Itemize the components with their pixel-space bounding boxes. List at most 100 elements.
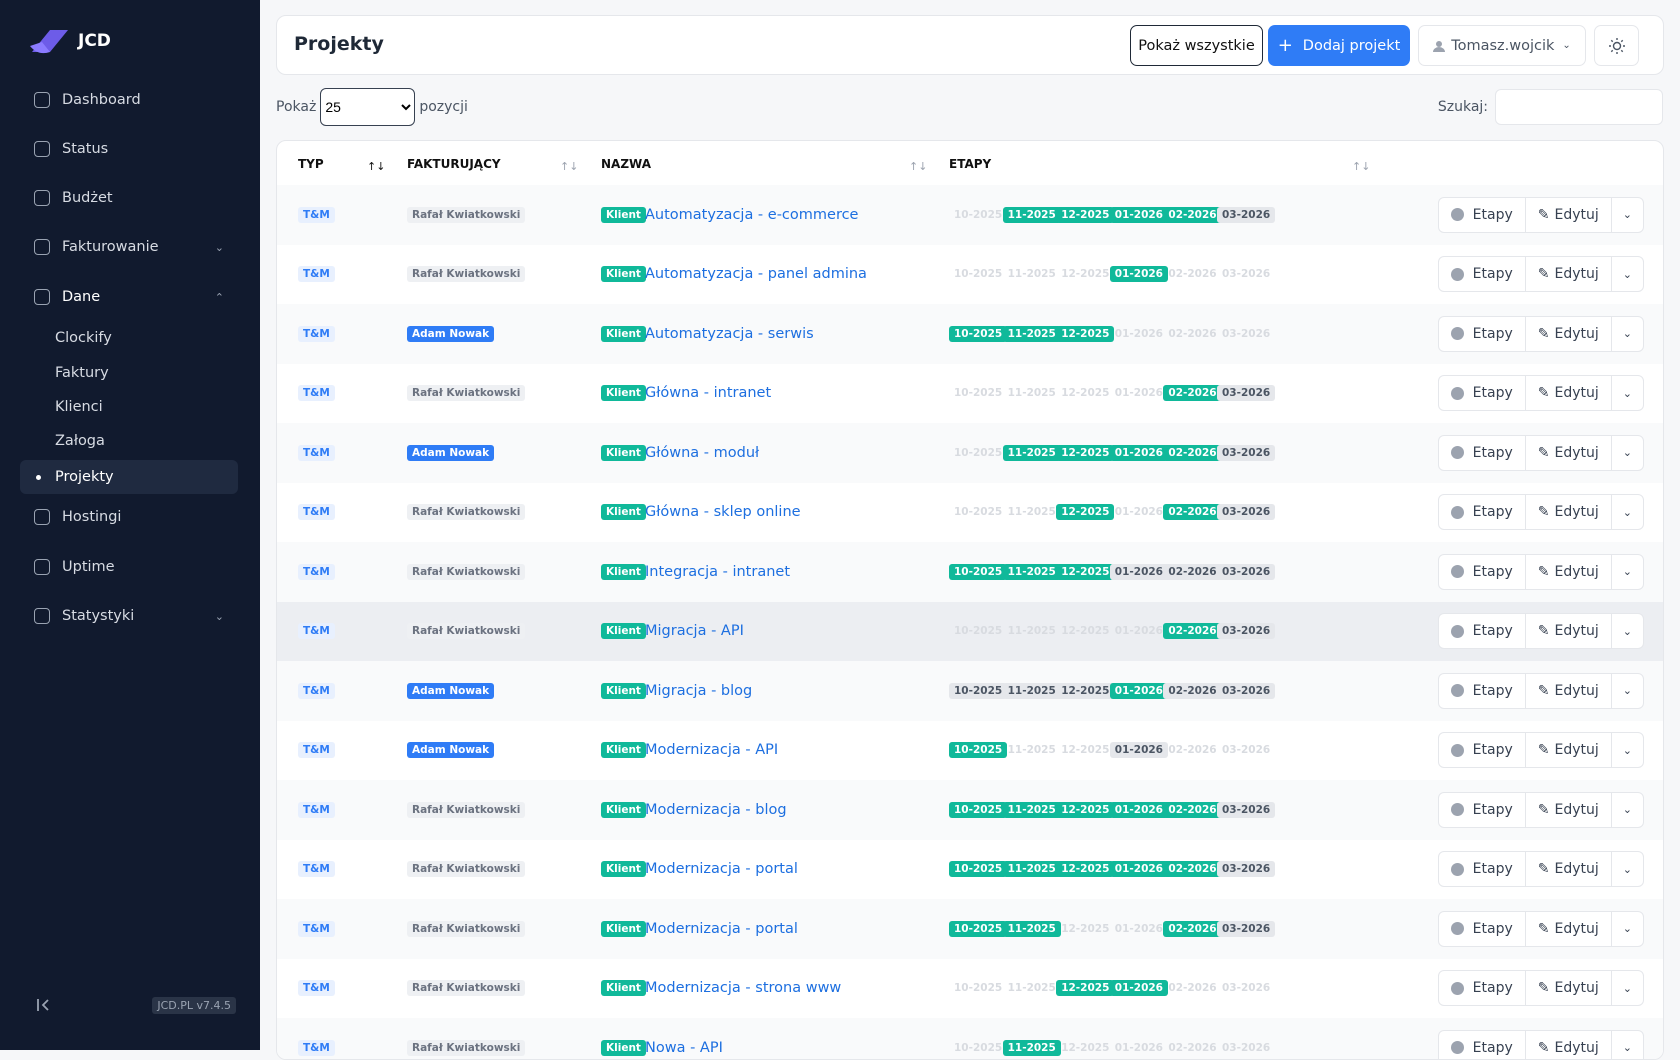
project-name[interactable]: Migracja - API (645, 623, 744, 640)
more-button[interactable]: ⌄ (1622, 922, 1632, 936)
edit-button[interactable]: ✎ Edytuj (1526, 435, 1612, 470)
collapse-icon[interactable] (36, 998, 50, 1012)
stage-badge: 11-2025 (1007, 387, 1056, 400)
sort-icon[interactable]: ↑↓ (909, 160, 928, 173)
stages-button[interactable]: Etapy (1439, 971, 1526, 1006)
search-input[interactable] (1495, 89, 1663, 125)
more-button[interactable]: ⌄ (1622, 624, 1632, 638)
sort-icon[interactable]: ↑↓ (367, 160, 386, 173)
nav-subitem[interactable]: Załoga (20, 424, 238, 458)
add-project-button[interactable]: + Dodaj projekt (1268, 25, 1410, 66)
edit-button[interactable]: ✎ Edytuj (1526, 971, 1612, 1006)
more-button[interactable]: ⌄ (1622, 505, 1632, 519)
edit-button[interactable]: ✎ Edytuj (1526, 733, 1612, 768)
user-menu[interactable]: Tomasz.wojcik ⌄ (1418, 25, 1586, 66)
column-header[interactable]: TYP (298, 157, 324, 171)
edit-button[interactable]: ✎ Edytuj (1526, 316, 1612, 351)
page-size-select[interactable]: 25 (320, 88, 416, 126)
client-badge: Klient (601, 206, 646, 223)
more-button[interactable]: ⌄ (1622, 386, 1632, 400)
stages-button[interactable]: Etapy (1439, 792, 1526, 827)
nav-item[interactable]: Hostingi (20, 500, 238, 534)
stages-button[interactable]: Etapy (1439, 1030, 1526, 1059)
project-name[interactable]: Główna - sklep online (645, 504, 801, 521)
project-name[interactable]: Główna - moduł (645, 444, 760, 461)
nav-subitem[interactable]: Klienci (20, 390, 238, 424)
edit-button[interactable]: ✎ Edytuj (1526, 673, 1612, 708)
edit-button[interactable]: ✎ Edytuj (1526, 257, 1612, 292)
stages-button[interactable]: Etapy (1439, 614, 1526, 649)
column-header[interactable]: ETAPY (949, 157, 992, 171)
more-button[interactable]: ⌄ (1622, 565, 1632, 579)
stages-button[interactable]: Etapy (1439, 852, 1526, 887)
project-name[interactable]: Modernizacja - strona www (645, 980, 842, 997)
more-button[interactable]: ⌄ (1622, 743, 1632, 757)
stage-badge: 10-2025 (954, 506, 1003, 519)
stages-button[interactable]: Etapy (1439, 495, 1526, 530)
edit-label: Edytuj (1554, 1039, 1599, 1056)
stages-button[interactable]: Etapy (1439, 376, 1526, 411)
project-name[interactable]: Główna - intranet (645, 385, 772, 402)
nav-subitem[interactable]: Faktury (20, 356, 238, 390)
nav-item[interactable]: Fakturowanie ⌄ (20, 230, 238, 264)
nav-subitem[interactable]: Projekty (20, 460, 238, 494)
edit-button[interactable]: ✎ Edytuj (1526, 614, 1612, 649)
edit-label: Edytuj (1554, 504, 1599, 521)
sort-icon[interactable]: ↑↓ (1352, 160, 1371, 173)
edit-button[interactable]: ✎ Edytuj (1526, 554, 1612, 589)
stages-button[interactable]: Etapy (1439, 554, 1526, 589)
show-all-button[interactable]: Pokaż wszystkie (1130, 25, 1263, 66)
more-button[interactable]: ⌄ (1622, 327, 1632, 341)
nav-subitem[interactable]: Clockify (20, 321, 238, 355)
project-name[interactable]: Modernizacja - portal (645, 861, 798, 878)
stages-button[interactable]: Etapy (1439, 911, 1526, 946)
stages-button[interactable]: Etapy (1439, 197, 1526, 232)
project-name[interactable]: Automatyzacja - serwis (645, 325, 814, 342)
project-name[interactable]: Modernizacja - blog (645, 801, 787, 818)
edit-button[interactable]: ✎ Edytuj (1526, 792, 1612, 827)
more-button[interactable]: ⌄ (1622, 684, 1632, 698)
more-button[interactable]: ⌄ (1622, 981, 1632, 995)
stages-icon (1450, 743, 1464, 757)
column-header[interactable]: NAZWA (601, 157, 652, 171)
project-name[interactable]: Modernizacja - API (645, 742, 779, 759)
edit-button[interactable]: ✎ Edytuj (1526, 911, 1612, 946)
nav-item[interactable]: Statystyki ⌄ (20, 599, 238, 633)
stage-badge: 01-2026 (1109, 742, 1168, 759)
edit-icon: ✎ (1537, 266, 1550, 283)
more-button[interactable]: ⌄ (1622, 446, 1632, 460)
project-name[interactable]: Automatyzacja - panel admina (645, 266, 867, 283)
stage-badge: 10-2025 (949, 801, 1008, 818)
project-name[interactable]: Nowa - API (645, 1039, 723, 1056)
edit-button[interactable]: ✎ Edytuj (1526, 197, 1612, 232)
edit-button[interactable]: ✎ Edytuj (1526, 376, 1612, 411)
stages-button[interactable]: Etapy (1439, 435, 1526, 470)
edit-button[interactable]: ✎ Edytuj (1526, 495, 1612, 530)
project-name[interactable]: Integracja - intranet (645, 563, 791, 580)
edit-button[interactable]: ✎ Edytuj (1526, 1030, 1612, 1059)
nav-item[interactable]: Dashboard (20, 83, 238, 117)
nav-item[interactable]: Dane ⌃ (20, 280, 238, 314)
type-badge: T&M (298, 504, 335, 521)
more-button[interactable]: ⌄ (1622, 208, 1632, 222)
more-button[interactable]: ⌄ (1622, 267, 1632, 281)
stages-button[interactable]: Etapy (1439, 257, 1526, 292)
biller-badge: Adam Nowak (407, 325, 495, 342)
project-name[interactable]: Migracja - blog (645, 682, 753, 699)
column-header[interactable]: FAKTURUJĄCY (407, 157, 501, 171)
sort-icon[interactable]: ↑↓ (560, 160, 579, 173)
project-name[interactable]: Automatyzacja - e-commerce (645, 206, 859, 223)
nav-item[interactable]: Uptime (20, 550, 238, 584)
more-button[interactable]: ⌄ (1622, 862, 1632, 876)
stages-button[interactable]: Etapy (1439, 733, 1526, 768)
theme-toggle[interactable] (1594, 25, 1639, 66)
stages-button[interactable]: Etapy (1439, 673, 1526, 708)
entries-label: pozycji (419, 99, 468, 115)
edit-button[interactable]: ✎ Edytuj (1526, 852, 1612, 887)
nav-item[interactable]: Status (20, 132, 238, 166)
more-button[interactable]: ⌄ (1622, 1041, 1632, 1055)
more-button[interactable]: ⌄ (1622, 803, 1632, 817)
project-name[interactable]: Modernizacja - portal (645, 920, 798, 937)
nav-item[interactable]: Budżet (20, 181, 238, 215)
stages-button[interactable]: Etapy (1439, 316, 1526, 351)
